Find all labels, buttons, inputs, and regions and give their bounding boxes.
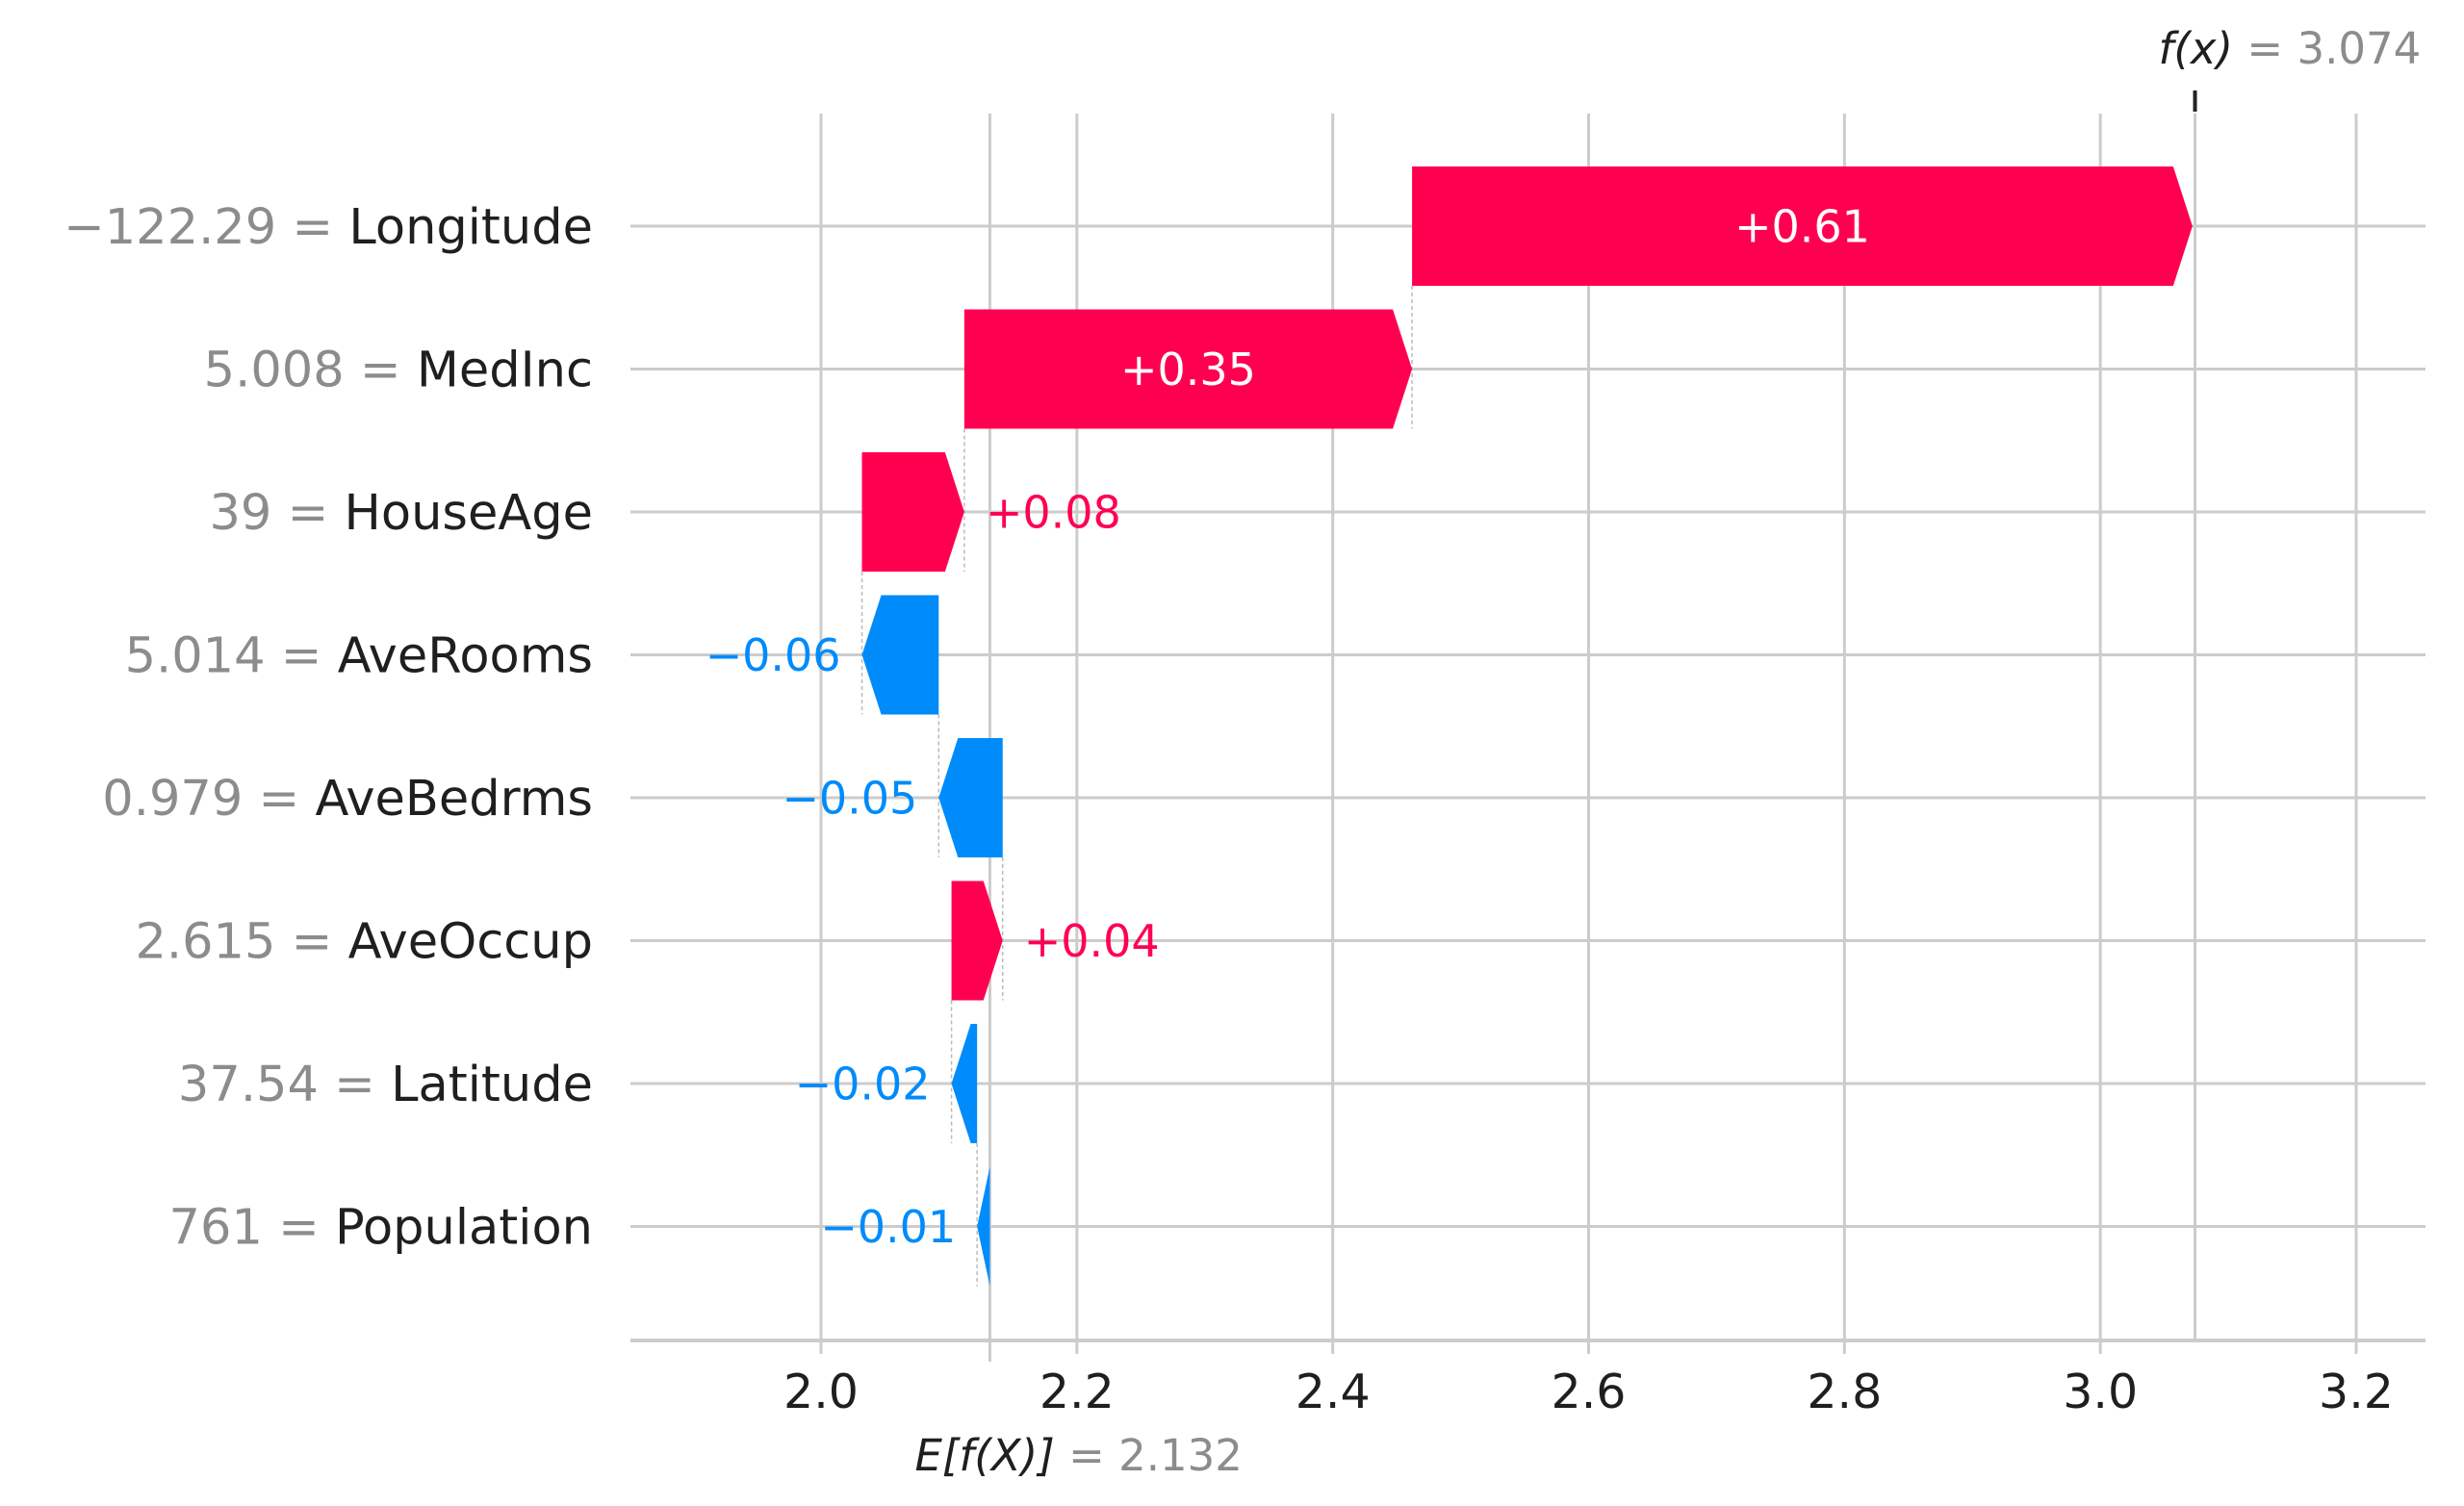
feature-label-aveoccup: 2.615 = AveOccup xyxy=(135,914,593,971)
feature-label-population: 761 = Population xyxy=(169,1200,593,1257)
feature-labels: +0.61 −122.29 = Longitude +0.35 5.008 = Med… xyxy=(64,199,1870,1257)
output-symbol: f(x) xyxy=(2159,23,2234,74)
feature-value: 5.008 xyxy=(204,343,345,399)
feature-name: AveBedrms xyxy=(315,771,593,828)
feature-label-houseage: 39 = HouseAge xyxy=(209,485,593,542)
bar-houseage xyxy=(861,452,964,572)
feature-value: 0.979 xyxy=(102,771,243,828)
feature-name: AveOccup xyxy=(348,914,593,971)
bar-avebedrms xyxy=(938,738,1003,857)
contribution-label-aveoccup: +0.04 xyxy=(1024,915,1160,967)
bar-medinc xyxy=(963,309,1413,429)
feature-label-latitude: 37.54 = Latitude xyxy=(178,1057,593,1113)
x-axis: 2.0 2.2 2.4 2.6 2.8 3.0 3.2 xyxy=(630,1339,2426,1419)
equals-sign: = xyxy=(275,914,347,971)
x-tick-label: 2.4 xyxy=(1296,1365,1371,1419)
x-tick-label: 2.8 xyxy=(1807,1365,1882,1419)
feature-label-averooms: 5.014 = AveRooms xyxy=(125,628,593,685)
contribution-label-houseage: +0.08 xyxy=(986,487,1121,539)
bar-latitude xyxy=(951,1024,978,1143)
x-tick-label: 2.2 xyxy=(1040,1365,1115,1419)
bar-averooms xyxy=(861,595,939,715)
connector-lines xyxy=(860,286,1413,1287)
feature-name: Population xyxy=(335,1200,593,1257)
equals-sign: = xyxy=(263,1200,335,1257)
contribution-label-latitude: −0.02 xyxy=(795,1059,931,1110)
feature-value: −122.29 xyxy=(64,199,276,256)
contribution-label-longitude: +0.61 xyxy=(1734,201,1870,253)
feature-label-longitude: −122.29 = Longitude xyxy=(64,199,593,256)
base-value-annotation: E[f(X)] = 2.132 xyxy=(914,1430,1242,1481)
equals-sign: = xyxy=(266,628,338,685)
feature-value: 5.014 xyxy=(125,628,266,685)
x-tick-label: 2.0 xyxy=(783,1365,859,1419)
feature-name: HouseAge xyxy=(345,485,593,542)
feature-name: Longitude xyxy=(348,199,593,256)
contribution-bars xyxy=(861,166,2193,1287)
base-value: 2.132 xyxy=(1118,1430,1243,1481)
feature-name: MedInc xyxy=(417,343,593,399)
equals-sign: = xyxy=(1055,1430,1118,1481)
equals-sign: = xyxy=(345,343,417,399)
x-tick-label: 3.0 xyxy=(2063,1365,2138,1419)
contribution-label-medinc: +0.35 xyxy=(1120,344,1256,396)
equals-sign: = xyxy=(271,485,344,542)
base-symbol: E[f(X)] xyxy=(914,1430,1054,1481)
contribution-label-averooms: −0.06 xyxy=(706,629,841,681)
bar-population xyxy=(977,1166,990,1287)
equals-sign: = xyxy=(319,1057,391,1113)
contribution-label-population: −0.01 xyxy=(820,1201,956,1253)
base-and-output-annotations: f(x) = 3.074 E[f(X)] = 2.132 xyxy=(914,23,2421,1481)
feature-value: 2.615 xyxy=(135,914,275,971)
output-value-annotation: f(x) = 3.074 xyxy=(2159,23,2422,74)
bar-longitude xyxy=(1412,166,2193,286)
equals-sign: = xyxy=(276,199,348,256)
feature-value: 761 xyxy=(169,1200,263,1257)
bar-aveoccup xyxy=(951,881,1003,1001)
feature-value: 39 xyxy=(209,485,271,542)
feature-name: Latitude xyxy=(391,1057,593,1113)
feature-value: 37.54 xyxy=(178,1057,319,1113)
equals-sign: = xyxy=(243,771,315,828)
feature-name: AveRooms xyxy=(338,628,593,685)
feature-label-avebedrms: 0.979 = AveBedrms xyxy=(102,771,593,828)
output-value: 3.074 xyxy=(2297,23,2421,74)
x-tick-label: 2.6 xyxy=(1552,1365,1627,1419)
contribution-label-avebedrms: −0.05 xyxy=(782,773,917,825)
x-tick-label: 3.2 xyxy=(2319,1365,2394,1419)
feature-label-medinc: 5.008 = MedInc xyxy=(204,343,593,399)
equals-sign: = xyxy=(2233,23,2297,74)
grid-lines xyxy=(630,114,2426,1362)
